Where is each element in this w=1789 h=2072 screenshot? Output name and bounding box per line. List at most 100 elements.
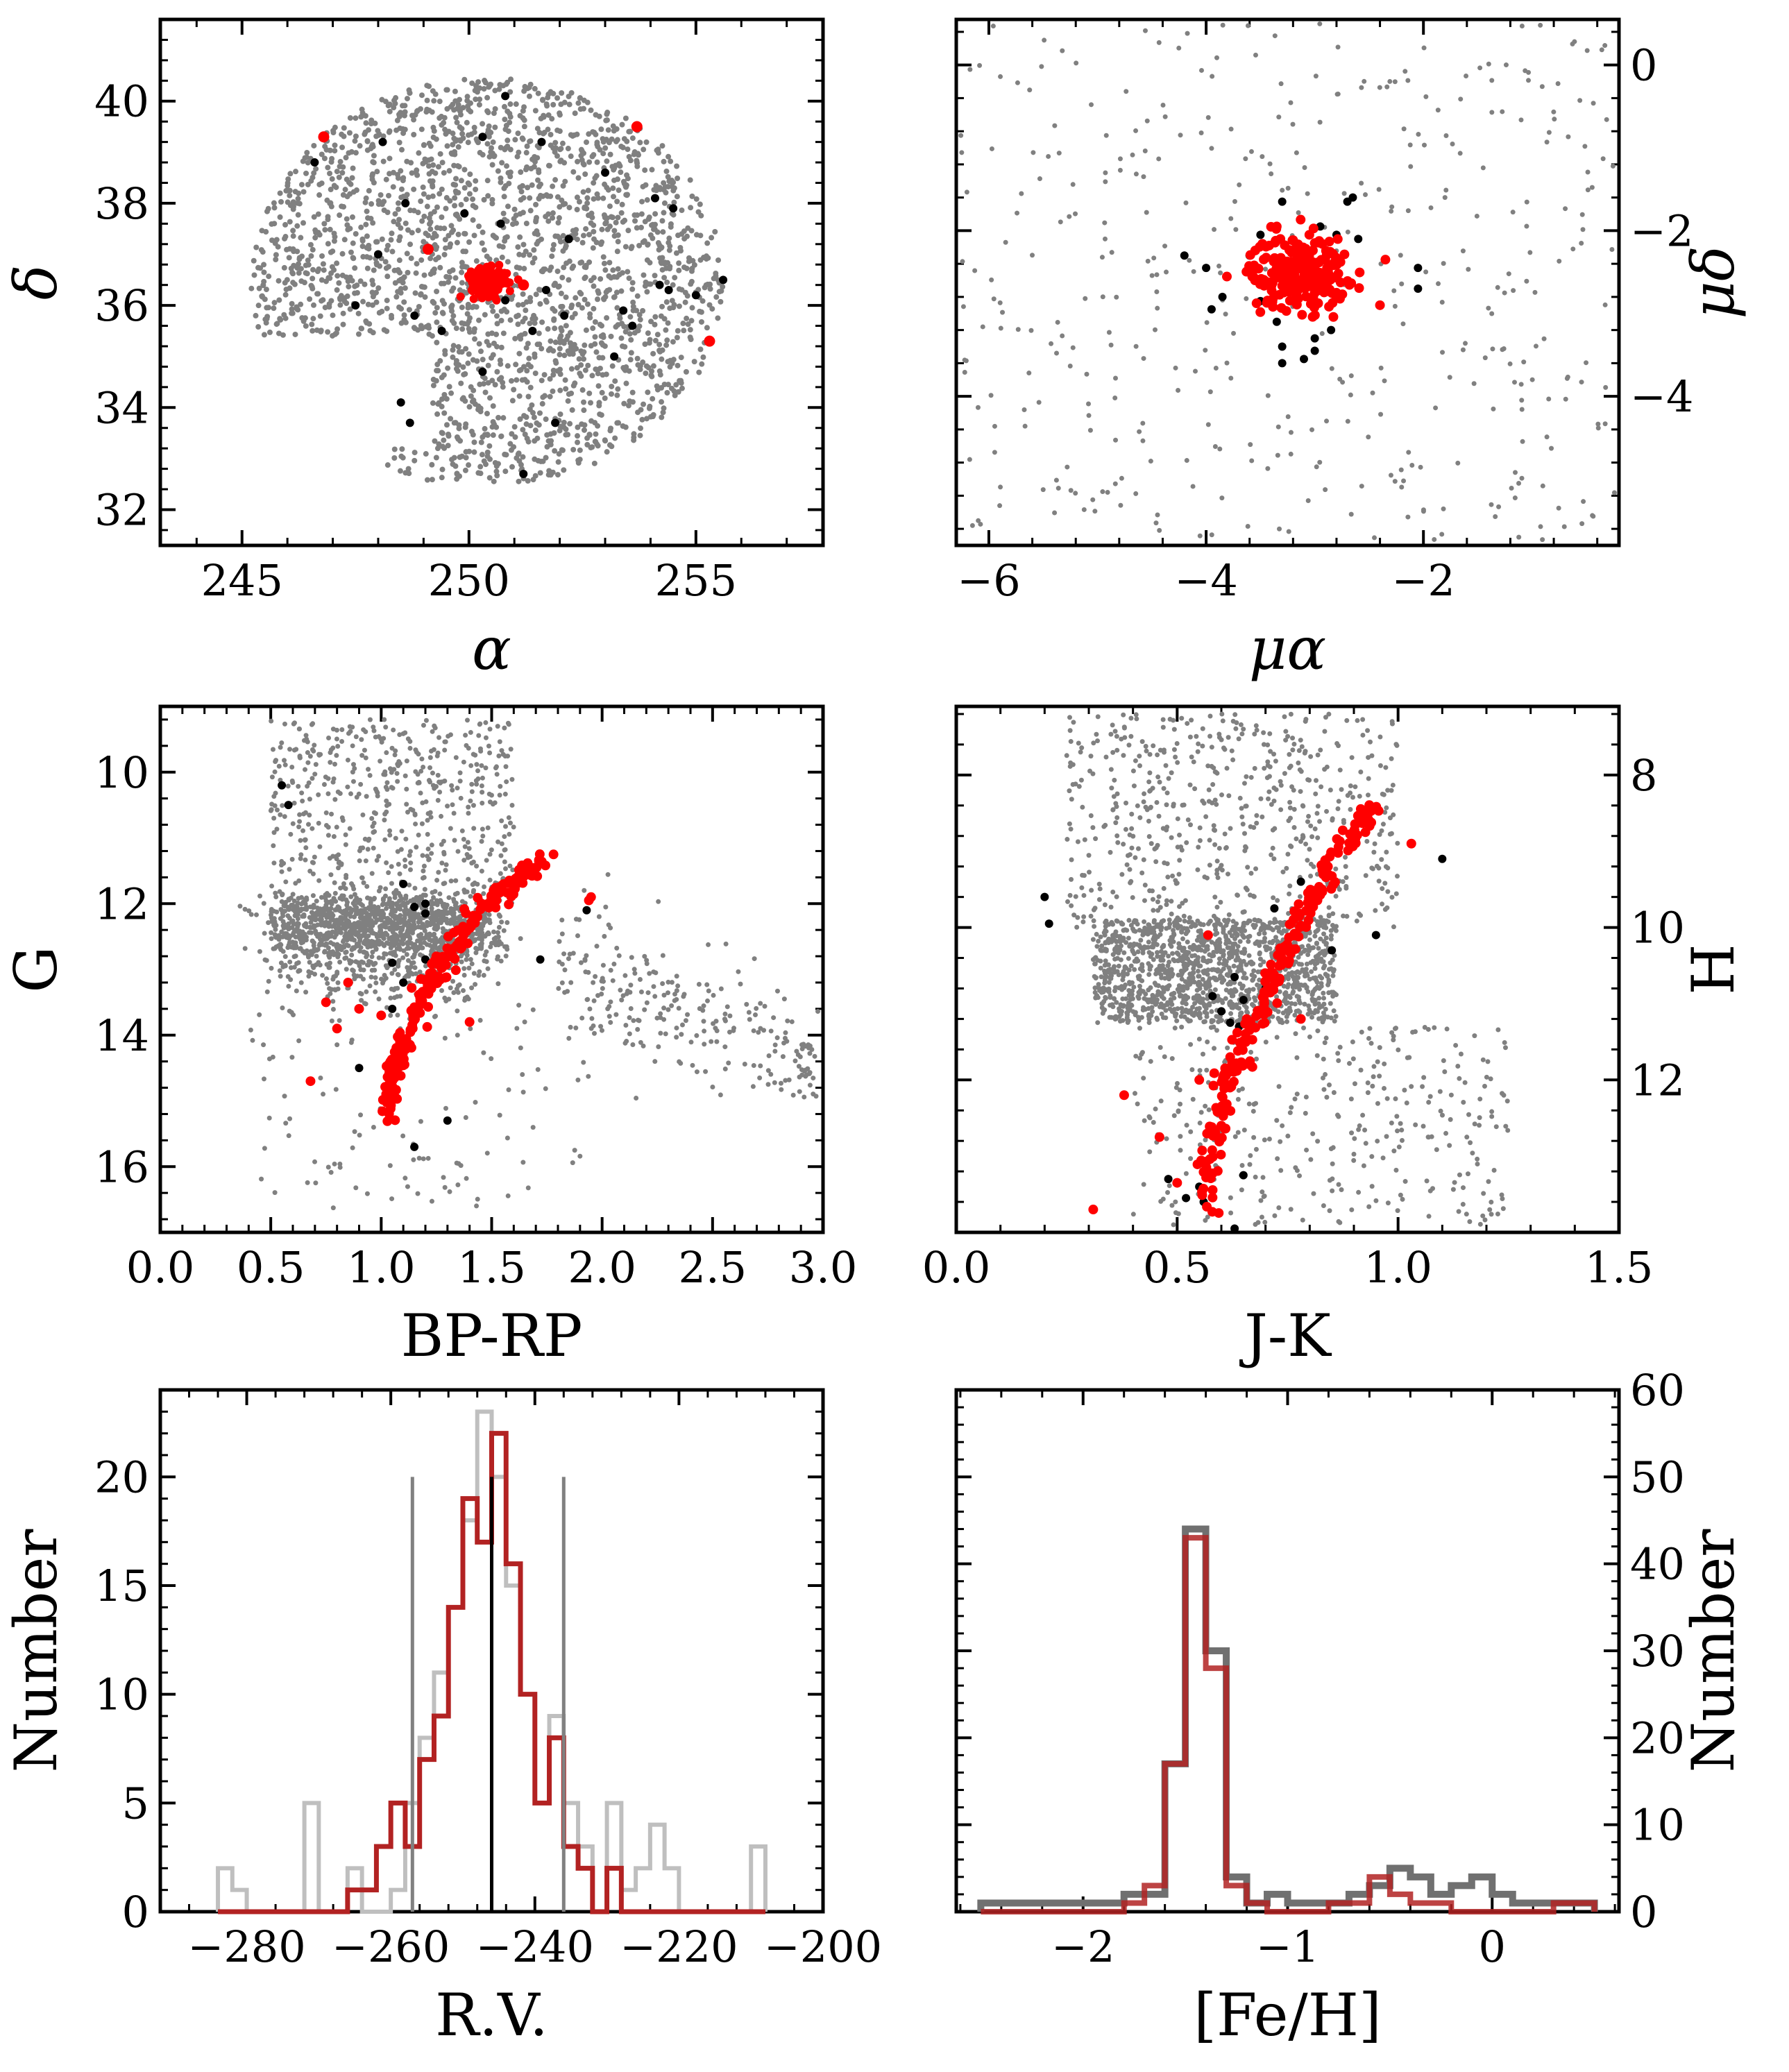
field-star — [568, 344, 574, 350]
field-star — [1460, 248, 1466, 254]
field-star — [649, 167, 655, 173]
field-star — [566, 277, 572, 283]
field-star — [713, 270, 719, 276]
field-star — [520, 454, 526, 460]
field-star — [343, 842, 348, 847]
field-star — [626, 128, 632, 135]
field-star — [543, 455, 549, 461]
field-star — [505, 920, 510, 926]
field-star — [461, 185, 468, 191]
field-star — [411, 186, 417, 192]
field-star — [545, 112, 552, 118]
field-star — [596, 400, 602, 406]
field-star — [1602, 421, 1608, 427]
field-star — [1398, 253, 1403, 258]
field-star — [613, 1012, 619, 1017]
field-star — [520, 1089, 526, 1095]
field-star — [298, 278, 305, 285]
field-star — [503, 764, 509, 770]
field-star — [425, 846, 431, 851]
field-star — [536, 287, 542, 293]
member-star — [489, 280, 498, 289]
field-star — [512, 335, 518, 341]
field-star — [274, 807, 280, 813]
field-star — [490, 308, 496, 314]
field-star — [400, 1133, 406, 1139]
field-star — [527, 384, 534, 391]
field-star — [686, 255, 692, 261]
field-star — [392, 280, 398, 286]
member-star — [518, 279, 529, 291]
field-star — [418, 92, 425, 99]
field-star — [679, 207, 685, 214]
member-star — [467, 286, 476, 295]
field-star — [495, 724, 500, 729]
field-star — [299, 315, 305, 321]
field-star — [1317, 119, 1323, 125]
field-star — [447, 1189, 452, 1194]
field-star — [251, 272, 257, 278]
field-star — [1148, 459, 1153, 464]
field-star — [1049, 341, 1054, 346]
field-star — [513, 101, 519, 108]
field-star — [1440, 350, 1445, 355]
field-star — [499, 160, 505, 166]
field-star — [442, 348, 448, 354]
field-star — [546, 162, 552, 169]
field-star — [704, 325, 710, 331]
field-star — [685, 225, 691, 231]
field-star — [807, 1082, 813, 1088]
field-star — [337, 159, 344, 165]
field-star — [341, 125, 347, 131]
field-star — [294, 223, 300, 229]
field-star — [667, 364, 673, 370]
field-star — [427, 271, 434, 277]
plot-frame — [158, 704, 825, 1234]
field-star — [575, 1077, 581, 1082]
field-star — [663, 342, 670, 348]
field-star — [1052, 123, 1058, 128]
field-star — [561, 99, 568, 105]
field-star — [332, 234, 338, 240]
field-star — [449, 457, 455, 463]
field-star — [1603, 384, 1609, 390]
field-star — [307, 241, 314, 248]
field-star — [752, 956, 757, 962]
member-star — [503, 279, 512, 288]
field-star — [527, 195, 533, 201]
field-star — [282, 954, 288, 960]
field-star — [599, 389, 605, 396]
nonmember-star — [405, 418, 414, 427]
field-star — [331, 238, 337, 244]
field-star — [1570, 246, 1576, 252]
field-star — [307, 960, 312, 965]
field-star — [486, 743, 491, 749]
field-star — [413, 747, 418, 753]
field-star — [1055, 486, 1061, 491]
field-star — [339, 727, 345, 733]
field-star — [1276, 114, 1282, 120]
field-star — [661, 180, 667, 186]
field-star — [1555, 81, 1561, 87]
field-star — [521, 124, 527, 130]
nonmember-star — [1414, 264, 1423, 273]
field-star — [758, 1026, 763, 1031]
field-star — [1003, 239, 1008, 245]
field-star — [1021, 407, 1027, 412]
field-star — [634, 225, 640, 231]
member-star — [1249, 260, 1260, 271]
field-star — [397, 269, 403, 275]
field-star — [419, 218, 425, 224]
field-star — [339, 169, 346, 176]
field-star — [317, 313, 323, 319]
y-tick-label: 36 — [94, 280, 149, 331]
field-star — [650, 396, 656, 402]
field-star — [812, 1053, 817, 1059]
field-star — [478, 748, 484, 754]
field-star — [322, 305, 328, 311]
field-star — [282, 758, 287, 763]
field-star — [563, 386, 569, 392]
field-star — [539, 319, 545, 325]
field-star — [1060, 333, 1065, 339]
field-star — [534, 341, 541, 348]
